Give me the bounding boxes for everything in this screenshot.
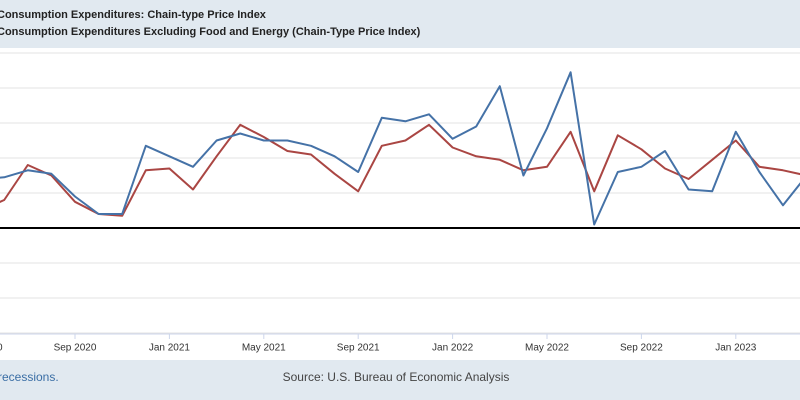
series-line: [0, 123, 800, 217]
series-line: [0, 71, 800, 226]
x-tick-label: Sep 2020: [54, 343, 97, 354]
recession-note: recessions.: [0, 370, 59, 384]
legend-band: [0, 0, 800, 48]
x-tick-label: Jan 2023: [715, 343, 757, 354]
legend-label: Consumption Expenditures: Chain-type Pri…: [0, 9, 267, 21]
footer-band: [0, 360, 800, 400]
x-tick-label: Jan 2022: [432, 343, 474, 354]
x-tick-label: May 2022: [525, 343, 569, 354]
source: Source: U.S. Bureau of Economic Analysis: [283, 370, 510, 384]
legend-label: Consumption Expenditures Excluding Food …: [0, 26, 421, 38]
x-tick-label: Jan 2021: [149, 343, 191, 354]
x-tick-label: May 2020: [0, 343, 3, 354]
x-tick-label: Sep 2021: [337, 343, 380, 354]
x-tick-label: May 2021: [242, 343, 286, 354]
x-tick-label: Sep 2022: [620, 343, 663, 354]
